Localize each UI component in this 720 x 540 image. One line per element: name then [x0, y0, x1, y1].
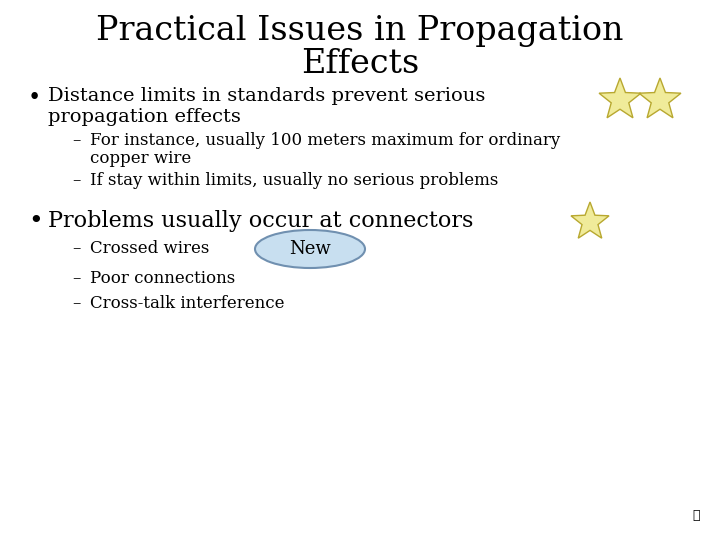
Text: •: • [28, 210, 42, 233]
Text: •: • [28, 87, 41, 109]
Polygon shape [639, 78, 681, 118]
Text: New: New [289, 240, 331, 258]
Text: Cross-talk interference: Cross-talk interference [90, 295, 284, 312]
Text: Practical Issues in Propagation: Practical Issues in Propagation [96, 15, 624, 47]
Text: If stay within limits, usually no serious problems: If stay within limits, usually no seriou… [90, 172, 498, 189]
Text: –: – [72, 132, 81, 149]
Text: Effects: Effects [301, 48, 419, 80]
Text: –: – [72, 295, 81, 312]
Text: –: – [72, 270, 81, 287]
Polygon shape [599, 78, 641, 118]
Text: Crossed wires: Crossed wires [90, 240, 210, 257]
Text: 🔊: 🔊 [693, 509, 700, 522]
Polygon shape [571, 202, 609, 238]
Text: –: – [72, 172, 81, 189]
Text: –: – [72, 240, 81, 257]
Text: For instance, usually 100 meters maximum for ordinary: For instance, usually 100 meters maximum… [90, 132, 560, 149]
Ellipse shape [255, 230, 365, 268]
Text: Poor connections: Poor connections [90, 270, 235, 287]
Text: propagation effects: propagation effects [48, 108, 241, 126]
Text: Problems usually occur at connectors: Problems usually occur at connectors [48, 210, 473, 232]
Text: copper wire: copper wire [90, 150, 192, 167]
Text: Distance limits in standards prevent serious: Distance limits in standards prevent ser… [48, 87, 485, 105]
